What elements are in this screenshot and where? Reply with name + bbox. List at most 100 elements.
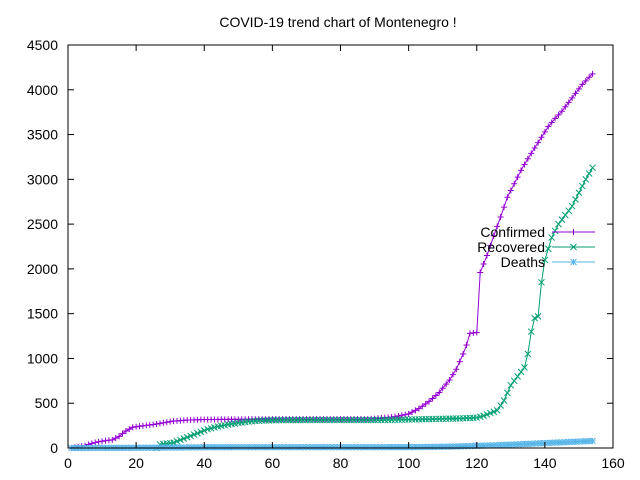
data-point (501, 204, 507, 211)
data-point (568, 438, 576, 446)
data-point (251, 443, 259, 451)
data-point (409, 409, 416, 416)
data-point (518, 167, 525, 174)
data-point (116, 433, 123, 440)
data-point (122, 427, 129, 434)
data-point (469, 442, 477, 450)
series-line (156, 167, 594, 449)
data-point (524, 155, 531, 162)
y-tick-label: 0 (50, 440, 58, 456)
data-point (313, 443, 321, 451)
data-point (463, 342, 470, 349)
data-point (514, 373, 521, 380)
data-point (555, 220, 562, 228)
data-point (418, 443, 426, 451)
data-point (517, 440, 525, 448)
data-point (487, 442, 494, 449)
data-point (415, 443, 423, 451)
data-point (586, 74, 593, 81)
data-point (521, 440, 528, 448)
data-point (92, 439, 99, 446)
data-point (569, 94, 576, 101)
data-point (456, 358, 463, 365)
data-point (459, 442, 467, 450)
data-point (241, 443, 249, 451)
data-point (463, 442, 470, 450)
data-point (343, 443, 351, 451)
data-point (480, 260, 487, 267)
x-tick-label: 100 (397, 455, 421, 471)
data-point (173, 437, 181, 445)
y-tick-label: 2500 (27, 216, 58, 232)
data-point (432, 443, 440, 451)
data-point (511, 180, 518, 187)
data-point (504, 194, 511, 201)
data-point (255, 443, 263, 451)
data-point (248, 443, 256, 451)
data-point (194, 429, 201, 437)
data-point (483, 442, 491, 449)
x-tick-label: 80 (333, 455, 349, 471)
data-point (320, 443, 327, 451)
data-point (538, 278, 545, 286)
data-point (435, 443, 443, 451)
data-point (234, 443, 242, 451)
data-point (258, 443, 266, 451)
data-point (510, 377, 518, 385)
y-tick-label: 500 (35, 395, 59, 411)
data-point (544, 245, 552, 253)
data-point (173, 444, 181, 451)
data-point (548, 234, 556, 241)
data-point (279, 443, 286, 451)
data-point (477, 269, 484, 276)
axes-layer: 0 20 40 60 80 100 120 140 160 0 500 1000 1500 2000 250… (27, 37, 625, 471)
legend-item-deaths: Deaths (501, 254, 595, 270)
data-point (187, 432, 194, 440)
data-point (490, 441, 498, 449)
data-point (99, 438, 106, 445)
data-point (286, 443, 293, 451)
data-point (570, 229, 577, 235)
data-point (585, 170, 593, 177)
legend-item-confirmed: Confirmed (480, 224, 595, 240)
data-point (296, 443, 303, 451)
data-point (197, 428, 205, 436)
data-point (555, 439, 562, 446)
data-point (299, 443, 307, 451)
data-point (493, 441, 501, 449)
data-point (572, 196, 579, 203)
data-point (422, 443, 430, 451)
data-point (453, 366, 460, 373)
y-tick-label: 1500 (27, 306, 58, 322)
data-point (452, 443, 460, 450)
x-tick-label: 160 (601, 455, 625, 471)
data-point (504, 441, 511, 449)
data-point (156, 420, 163, 427)
data-point (531, 440, 539, 447)
legend-label: Confirmed (480, 224, 545, 240)
data-point (333, 443, 341, 451)
data-point (200, 427, 208, 434)
data-point (570, 258, 577, 266)
data-point (177, 436, 184, 444)
data-point (395, 412, 402, 419)
data-point (177, 444, 184, 451)
data-point (527, 440, 535, 448)
data-point (180, 444, 188, 451)
legend-item-recovered: Recovered (477, 239, 595, 255)
data-point (585, 437, 593, 445)
data-point (535, 139, 542, 146)
data-point (480, 412, 487, 420)
data-point (265, 443, 273, 451)
data-point (507, 381, 515, 389)
data-point (228, 443, 235, 451)
data-point (436, 389, 443, 396)
legend-label: Recovered (477, 239, 545, 255)
data-point (112, 435, 119, 442)
data-point (473, 329, 480, 336)
data-point (392, 413, 398, 420)
data-point (582, 175, 590, 183)
data-point (561, 211, 569, 219)
data-point (487, 242, 494, 249)
data-point (378, 443, 385, 451)
